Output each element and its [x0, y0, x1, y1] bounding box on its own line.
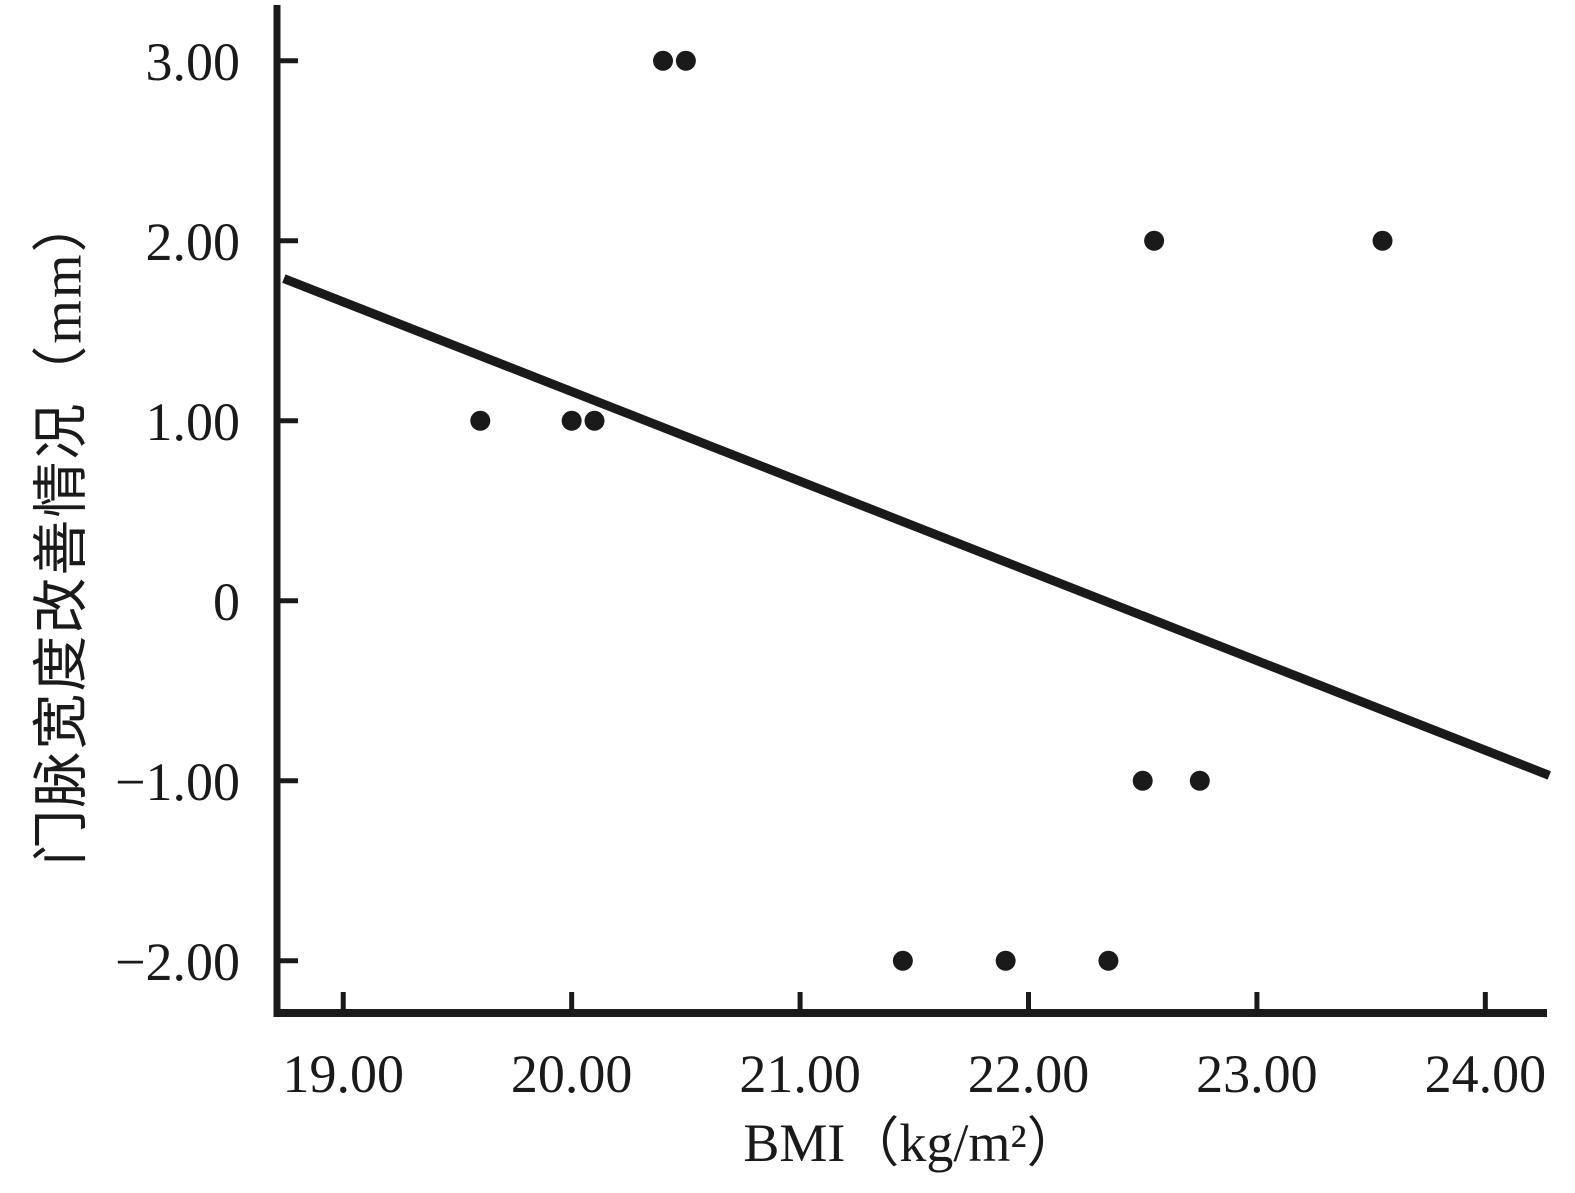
data-point — [1372, 230, 1393, 251]
data-point — [675, 50, 696, 71]
data-point — [1189, 770, 1210, 791]
data-point — [653, 50, 674, 71]
x-tick-label: 20.00 — [511, 1044, 633, 1104]
data-point — [1144, 230, 1165, 251]
x-tick-label: 24.00 — [1425, 1044, 1547, 1104]
trend-line — [282, 274, 1551, 780]
data-point — [995, 950, 1016, 971]
y-tick-label: 3.00 — [146, 32, 241, 92]
x-tick-label: 23.00 — [1196, 1044, 1318, 1104]
data-point — [1132, 770, 1153, 791]
data-point — [584, 410, 605, 431]
y-tick-label: 1.00 — [146, 392, 241, 452]
data-point — [470, 410, 491, 431]
x-tick-label: 19.00 — [282, 1044, 404, 1104]
data-point — [892, 950, 913, 971]
x-tick-label: 21.00 — [739, 1044, 861, 1104]
y-tick-label: 0 — [213, 572, 240, 632]
y-axis-title: 门脉宽度改善情况（mm） — [31, 194, 94, 866]
x-tick-label: 22.00 — [968, 1044, 1090, 1104]
y-tick-label: −1.00 — [115, 752, 240, 812]
x-axis-title: BMI（kg/m²） — [743, 1113, 1081, 1173]
data-point — [561, 410, 582, 431]
y-tick-label: 2.00 — [146, 212, 241, 272]
y-tick-label: −2.00 — [115, 932, 240, 992]
data-point — [1098, 950, 1119, 971]
